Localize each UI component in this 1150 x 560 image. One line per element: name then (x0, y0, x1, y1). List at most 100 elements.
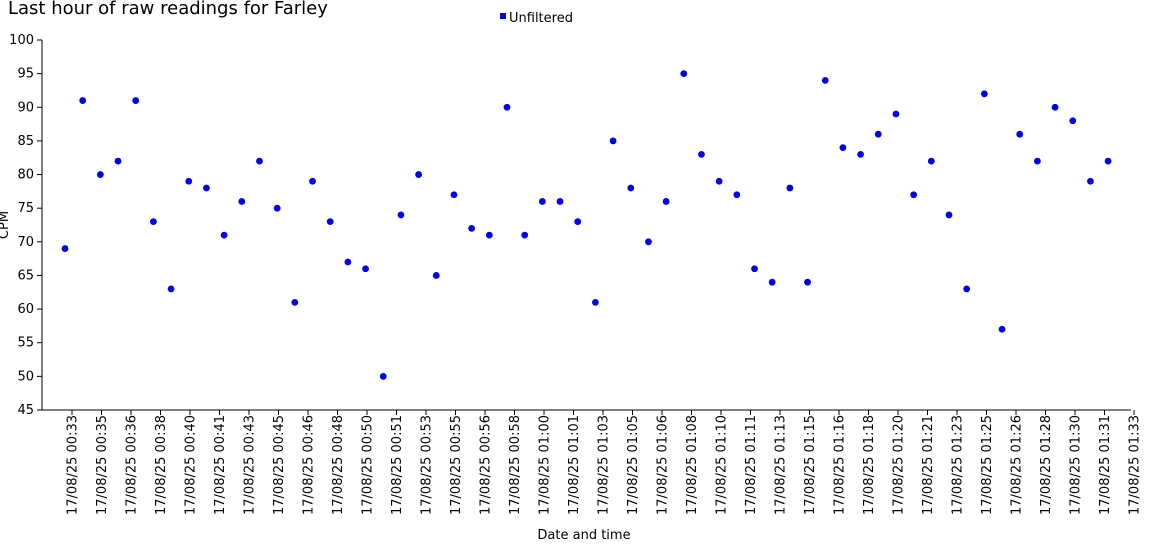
data-point (680, 70, 688, 78)
data-point (1069, 117, 1077, 125)
y-tick-label: 75 (17, 201, 34, 216)
y-tick-label: 90 (17, 100, 34, 115)
x-tick-label: 17/08/25 00:40 (184, 415, 199, 515)
x-axis-label: Date and time (537, 528, 630, 543)
chart-title: Last hour of raw readings for Farley (8, 0, 328, 19)
x-tick-label: 17/08/25 01:15 (803, 415, 818, 515)
data-point (326, 218, 334, 226)
data-point (556, 198, 564, 205)
data-point (291, 298, 299, 306)
data-point (945, 211, 953, 219)
y-tick-label: 55 (17, 336, 34, 351)
data-point (1104, 157, 1112, 165)
data-points (61, 70, 1112, 380)
data-point (521, 231, 529, 239)
data-point (309, 177, 316, 185)
data-point (1034, 157, 1041, 165)
legend-marker (500, 13, 506, 19)
y-axis: 45 50 55 60 65 70 75 80 85 90 95 100 (9, 33, 42, 418)
x-tick-label: 17/08/25 00:51 (390, 415, 405, 515)
x-tick-label: 17/08/25 00:53 (420, 415, 435, 515)
data-point (256, 157, 263, 165)
x-axis: 17/08/25 00:33 17/08/25 00:35 17/08/25 00:… (66, 410, 1143, 515)
data-point (503, 103, 511, 111)
x-tick-label: 17/08/25 01:23 (951, 415, 966, 515)
x-tick-label: 17/08/25 00:41 (213, 415, 228, 515)
x-tick-label: 17/08/25 00:56 (479, 415, 494, 515)
x-tick-label: 17/08/25 01:21 (921, 415, 936, 515)
data-point (114, 157, 122, 165)
data-point (220, 231, 228, 239)
data-point (273, 204, 281, 212)
x-tick-label: 17/08/25 01:01 (567, 415, 582, 515)
x-tick-label: 17/08/25 00:46 (302, 415, 317, 515)
data-point (468, 224, 476, 232)
x-tick-label: 17/08/25 01:00 (538, 415, 553, 515)
x-tick-label: 17/08/25 01:10 (715, 415, 730, 515)
data-point (609, 137, 617, 145)
y-tick-label: 95 (17, 67, 34, 82)
data-point (1051, 103, 1059, 111)
data-point (167, 285, 175, 293)
data-point (857, 150, 864, 158)
x-tick-label: 17/08/25 00:43 (243, 415, 258, 515)
x-tick-label: 17/08/25 01:20 (892, 415, 907, 515)
x-tick-label: 17/08/25 01:28 (1039, 415, 1054, 515)
data-point (998, 325, 1006, 333)
x-tick-label: 17/08/25 01:08 (685, 415, 700, 515)
x-tick-label: 17/08/25 00:58 (508, 415, 523, 515)
data-point (132, 97, 140, 104)
y-tick-label: 50 (17, 369, 34, 384)
data-point (627, 184, 635, 192)
x-tick-label: 17/08/25 00:33 (66, 415, 81, 515)
data-point (645, 238, 652, 246)
x-tick-label: 17/08/25 00:55 (449, 415, 464, 515)
y-tick-label: 60 (17, 302, 34, 317)
legend-label: Unfiltered (509, 11, 573, 26)
data-point (839, 144, 847, 152)
data-point (538, 198, 546, 205)
x-tick-label: 17/08/25 01:05 (626, 415, 641, 515)
x-tick-label: 17/08/25 01:06 (656, 415, 671, 515)
x-tick-label: 17/08/25 00:38 (154, 415, 169, 515)
x-tick-label: 17/08/25 01:03 (597, 415, 612, 515)
data-point (397, 211, 405, 219)
x-tick-label: 17/08/25 01:13 (774, 415, 789, 515)
data-point (574, 218, 582, 226)
x-tick-label: 17/08/25 00:35 (95, 415, 110, 515)
y-tick-label: 45 (17, 403, 34, 418)
data-point (61, 245, 69, 252)
y-tick-label: 85 (17, 134, 34, 149)
data-point (751, 265, 758, 273)
y-tick-label: 100 (9, 33, 34, 48)
data-point (698, 150, 705, 158)
legend: Unfiltered (500, 11, 573, 26)
y-axis-label: CPM (0, 211, 12, 239)
x-tick-label: 17/08/25 01:33 (1128, 415, 1143, 515)
x-tick-label: 17/08/25 00:50 (361, 415, 376, 515)
data-point (768, 278, 776, 286)
data-point (344, 258, 352, 266)
data-point (415, 171, 422, 178)
data-point (927, 157, 935, 165)
data-point (733, 191, 741, 199)
data-point (185, 177, 193, 185)
x-tick-label: 17/08/25 01:30 (1069, 415, 1084, 515)
data-point (96, 171, 104, 178)
data-point (874, 130, 882, 138)
data-point (821, 76, 829, 84)
x-tick-label: 17/08/25 00:45 (272, 415, 287, 515)
data-point (892, 110, 900, 118)
data-point (910, 191, 918, 199)
data-point (432, 272, 440, 279)
data-point (450, 191, 458, 199)
data-point (592, 298, 599, 306)
x-tick-label: 17/08/25 01:11 (744, 415, 759, 515)
x-tick-label: 17/08/25 00:36 (125, 415, 140, 515)
data-point (715, 177, 723, 185)
data-point (662, 198, 670, 205)
x-tick-label: 17/08/25 01:18 (862, 415, 877, 515)
data-point (1087, 177, 1094, 185)
data-point (203, 184, 210, 192)
